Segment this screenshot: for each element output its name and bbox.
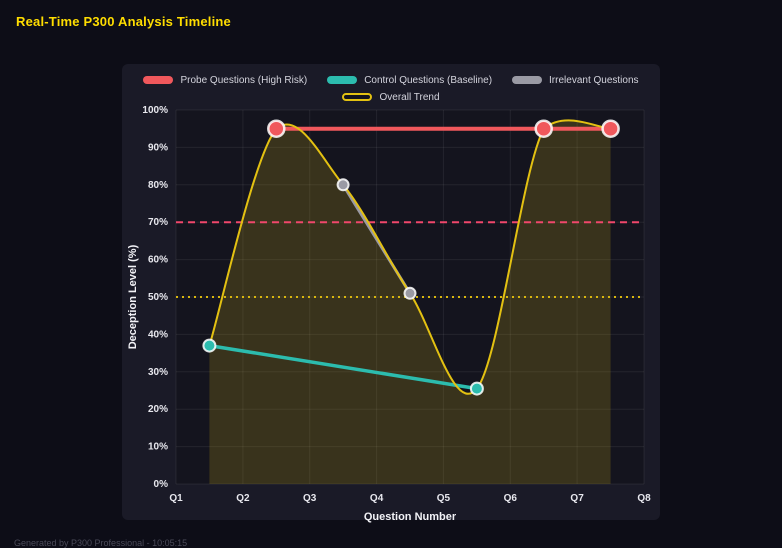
legend-row-2: Overall Trend bbox=[342, 91, 440, 103]
data-point-probe-questions-high-risk[interactable] bbox=[601, 119, 620, 138]
y-tick-label: 10% bbox=[148, 442, 168, 453]
y-tick-label: 20% bbox=[148, 404, 168, 415]
y-tick-label: 40% bbox=[148, 329, 168, 340]
y-tick-label: 70% bbox=[148, 217, 168, 228]
legend-item-irrelevant-questions[interactable]: Irrelevant Questions bbox=[512, 74, 639, 86]
legend-item-overall-trend[interactable]: Overall Trend bbox=[342, 91, 440, 103]
page-title: Real-Time P300 Analysis Timeline bbox=[16, 14, 231, 29]
y-tick-label: 50% bbox=[148, 292, 168, 303]
chart-legend: Probe Questions (High Risk) Control Quest… bbox=[122, 64, 660, 103]
legend-swatch bbox=[512, 76, 543, 84]
y-tick-label: 90% bbox=[148, 142, 168, 153]
y-tick-label: 80% bbox=[148, 180, 168, 191]
data-point-control-questions-baseline[interactable] bbox=[469, 381, 484, 396]
legend-item-probe-questions-high-risk[interactable]: Probe Questions (High Risk) bbox=[143, 74, 307, 86]
y-axis-title: Deception Level (%) bbox=[127, 244, 139, 349]
legend-swatch bbox=[143, 76, 174, 84]
legend-item-control-questions-baseline[interactable]: Control Questions (Baseline) bbox=[327, 74, 492, 86]
legend-swatch bbox=[327, 76, 358, 84]
data-point-probe-questions-high-risk[interactable] bbox=[534, 119, 553, 138]
chart-panel: Probe Questions (High Risk) Control Quest… bbox=[122, 64, 660, 523]
x-tick-label: Q7 bbox=[570, 493, 584, 504]
trend-fill-area bbox=[209, 120, 611, 484]
legend-swatch bbox=[342, 93, 373, 101]
data-point-irrelevant-questions[interactable] bbox=[403, 286, 417, 300]
chart-area: 0% 10% 20% 30% 40% 50% 60% 70% 80% 90% 100% Q1 Q2 Q3 Q… bbox=[122, 104, 660, 529]
y-tick-label: 60% bbox=[148, 255, 168, 266]
x-tick-label: Q8 bbox=[637, 493, 651, 504]
series-line-control-questions-baseline bbox=[207, 343, 479, 391]
x-tick-label: Q2 bbox=[236, 493, 250, 504]
data-point-control-questions-baseline[interactable] bbox=[202, 338, 217, 353]
y-tick-label: 100% bbox=[142, 105, 168, 116]
grid-lines bbox=[175, 109, 645, 485]
legend-label: Overall Trend bbox=[379, 91, 440, 103]
y-tick-label: 30% bbox=[148, 367, 168, 378]
x-tick-label: Q5 bbox=[437, 493, 451, 504]
x-tick-label: Q6 bbox=[504, 493, 518, 504]
x-tick-label: Q3 bbox=[303, 493, 317, 504]
x-axis-title: Question Number bbox=[364, 511, 457, 523]
legend-row-1: Probe Questions (High Risk) Control Quest… bbox=[143, 74, 639, 86]
timeline-chart: 0%10%20%30%40%50%60%70%80%90%100%Q1 Q2 Q3 Q… bbox=[127, 105, 651, 523]
x-tick-label: Q1 bbox=[169, 493, 183, 504]
y-tick-label: 0% bbox=[154, 479, 169, 490]
x-tick-label: Q4 bbox=[370, 493, 384, 504]
footer-note: Generated by P300 Professional - 10:05:1… bbox=[14, 538, 188, 548]
data-point-irrelevant-questions[interactable] bbox=[336, 178, 350, 192]
legend-label: Irrelevant Questions bbox=[549, 74, 639, 86]
legend-label: Probe Questions (High Risk) bbox=[180, 74, 308, 86]
legend-label: Control Questions (Baseline) bbox=[364, 74, 493, 86]
x-axis-ticks: Q1 Q2 Q3 Q4 Q5 Q6 Q7 Q8 bbox=[169, 493, 651, 504]
y-axis-ticks: 0% 10% 20% 30% 40% 50% 60% 70% 80% 90% 100% bbox=[142, 105, 168, 490]
data-point-probe-questions-high-risk[interactable] bbox=[267, 119, 286, 138]
